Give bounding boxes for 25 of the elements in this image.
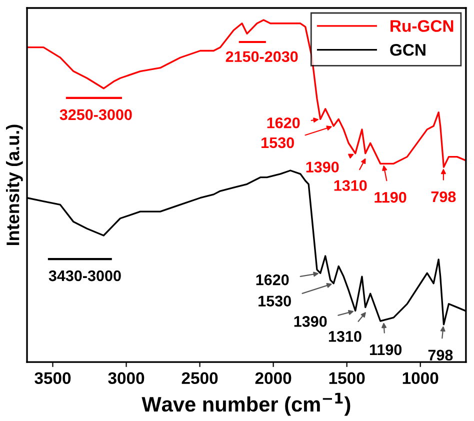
x-tick-label: 1500 <box>329 372 365 384</box>
annotation: 1310 <box>328 331 362 342</box>
legend-label: GCN <box>390 44 426 56</box>
x-axis-title: Wave number (cm$^{−1}$) <box>142 392 350 416</box>
annotation: 3430-3000 <box>48 270 121 282</box>
x-tick-label: 1000 <box>402 372 438 384</box>
annotation: 3250-3000 <box>60 109 132 120</box>
annotation: 1390 <box>294 316 327 327</box>
annotation: 798 <box>428 350 453 361</box>
x-tick-label: 3500 <box>34 372 71 384</box>
y-axis-title: Intensity (a.u.) <box>6 124 23 246</box>
annotation: 1620 <box>256 274 289 286</box>
annotation: 798 <box>431 191 456 202</box>
annotation: 1530 <box>262 137 294 148</box>
annotation: 2150-2030 <box>226 51 298 62</box>
x-tick-label: 3000 <box>108 372 144 384</box>
annotation: 1190 <box>370 344 402 356</box>
annotation: 1530 <box>258 296 291 306</box>
annotation: 1390 <box>306 162 339 173</box>
x-tick-label: 2500 <box>182 372 218 384</box>
x-tick-label: 2000 <box>255 372 292 384</box>
annotation: 1620 <box>267 117 300 128</box>
legend-label: Ru-GCN <box>390 20 454 32</box>
annotation: 1310 <box>334 180 367 191</box>
annotation: 1190 <box>374 192 406 203</box>
